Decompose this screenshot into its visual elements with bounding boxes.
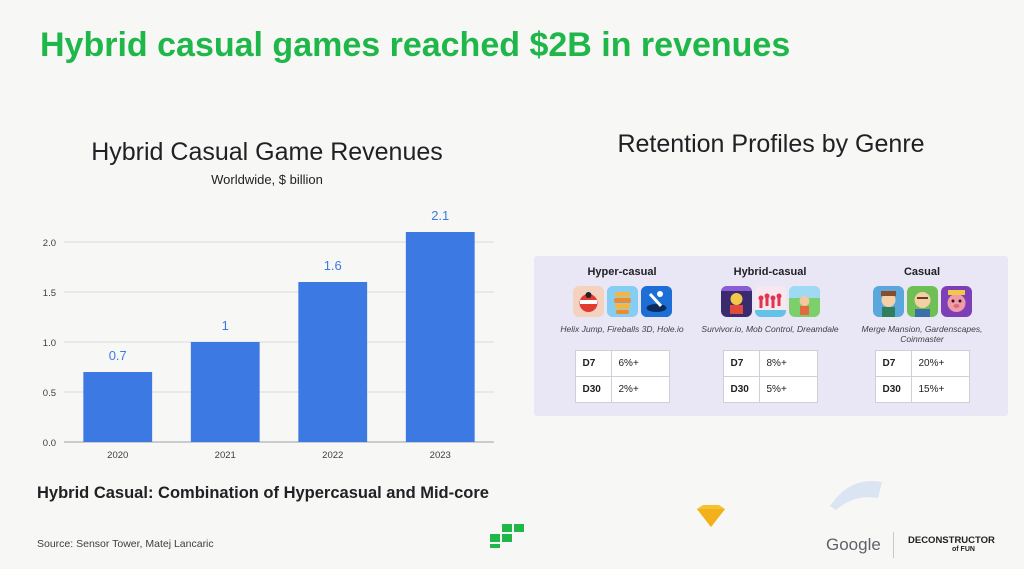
slide-title: Hybrid casual games reached $2B in reven… xyxy=(40,26,791,64)
metric-cell: D30 xyxy=(874,376,912,403)
chart-subtitle: Worldwide, $ billion xyxy=(211,172,323,187)
helix-jump-app-icon xyxy=(572,286,604,317)
brand-line-1: DECONSTRUCTOR xyxy=(908,535,995,546)
arc-decoration xyxy=(830,481,882,510)
data-label: 1.6 xyxy=(324,258,342,273)
data-label: 2.1 xyxy=(431,208,449,223)
genre-name: Casual xyxy=(903,266,941,278)
y-tick-label: 1.0 xyxy=(43,338,56,349)
bar xyxy=(298,282,368,442)
data-label: 0.7 xyxy=(109,348,127,363)
hole-io-app-icon xyxy=(640,286,672,317)
dreamdale-app-icon xyxy=(788,286,820,317)
table-row: D7 8%+ xyxy=(722,350,818,377)
genre-name: Hyper-casual xyxy=(587,266,657,278)
survivor-io-app-icon xyxy=(720,286,752,317)
y-tick-label: 0.5 xyxy=(43,388,56,399)
mob-control-app-icon xyxy=(754,286,786,317)
genre-casual: Casual Merge Mansion, Gardenscapes, Coin… xyxy=(848,266,996,403)
deconstructor-of-fun-logo: DECONSTRUCTOR of FUN xyxy=(908,536,995,554)
genre-games: Merge Mansion, Gardenscapes, Coinmaster xyxy=(861,324,983,344)
value-cell: 2%+ xyxy=(610,376,670,403)
bar xyxy=(405,232,475,442)
data-label: 1 xyxy=(222,318,229,333)
value-cell: 8%+ xyxy=(758,350,818,377)
table-row: D30 5%+ xyxy=(722,376,818,403)
x-tick-label: 2022 xyxy=(322,450,343,461)
genre-name: Hybrid-casual xyxy=(733,266,807,278)
y-tick-label: 0.0 xyxy=(43,438,56,449)
metric-cell: D30 xyxy=(574,376,612,403)
x-tick-label: 2023 xyxy=(430,450,451,461)
value-cell: 20%+ xyxy=(910,350,970,377)
gardenscapes-app-icon xyxy=(906,286,938,317)
genre-hybrid-casual: Hybrid-casual Survivor.io, Mob Control, … xyxy=(696,266,844,403)
x-tick-label: 2020 xyxy=(107,450,128,461)
genre-games: Helix Jump, Fireballs 3D, Hole.io xyxy=(560,324,684,334)
footer-divider xyxy=(893,532,894,558)
retention-title: Retention Profiles by Genre xyxy=(617,130,925,158)
metric-cell: D30 xyxy=(722,376,760,403)
value-cell: 15%+ xyxy=(910,376,970,403)
value-cell: 5%+ xyxy=(758,376,818,403)
x-tick-label: 2021 xyxy=(215,450,236,461)
metric-cell: D7 xyxy=(874,350,912,377)
genre-hyper-casual: Hyper-casual Helix Jump, Fireballs 3D, H… xyxy=(548,266,696,403)
retention-panel: Hyper-casual Helix Jump, Fireballs 3D, H… xyxy=(534,256,1008,416)
table-row: D30 15%+ xyxy=(874,376,970,403)
coin-master-app-icon xyxy=(940,286,972,317)
retention-table: D7 8%+ D30 5%+ xyxy=(722,350,818,403)
gem-decoration xyxy=(697,505,725,527)
metric-cell: D7 xyxy=(722,350,760,377)
bar xyxy=(83,372,153,442)
merge-mansion-app-icon xyxy=(872,286,904,317)
retention-table: D7 6%+ D30 2%+ xyxy=(574,350,670,403)
bar xyxy=(190,342,260,442)
pixel-blocks-decoration xyxy=(490,524,524,548)
value-cell: 6%+ xyxy=(610,350,670,377)
genre-games: Survivor.io, Mob Control, Dreamdale xyxy=(701,324,839,334)
table-row: D7 6%+ xyxy=(574,350,670,377)
metric-cell: D7 xyxy=(574,350,612,377)
y-tick-label: 2.0 xyxy=(43,238,56,249)
brand-line-2: of FUN xyxy=(952,546,975,553)
revenue-bar-chart: 0.0 0.5 1.0 1.5 2.0 0.7 2020 1 2021 1.6 2022 2.1 202… xyxy=(43,208,494,461)
fireballs-3d-app-icon xyxy=(606,286,638,317)
table-row: D30 2%+ xyxy=(574,376,670,403)
tagline: Hybrid Casual: Combination of Hypercasua… xyxy=(37,484,489,502)
y-tick-label: 1.5 xyxy=(43,288,56,299)
source-note: Source: Sensor Tower, Matej Lancaric xyxy=(37,538,214,550)
google-logo: Google xyxy=(826,535,881,554)
chart-title: Hybrid Casual Game Revenues xyxy=(91,138,443,166)
table-row: D7 20%+ xyxy=(874,350,970,377)
retention-table: D7 20%+ D30 15%+ xyxy=(874,350,970,403)
